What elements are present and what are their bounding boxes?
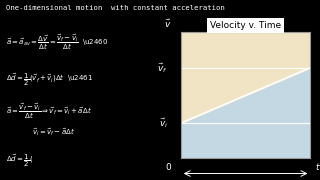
Text: $\vec{v}_i = \vec{v}_f - \vec{a}\Delta t$: $\vec{v}_i = \vec{v}_f - \vec{a}\Delta t…: [32, 126, 75, 138]
Text: $\vec{v}$: $\vec{v}$: [164, 18, 172, 30]
Text: $\vec{a} = \dfrac{\vec{v}_f - \vec{v}_i}{\Delta t}$$\Rightarrow \vec{v}_f = \vec: $\vec{a} = \dfrac{\vec{v}_f - \vec{v}_i}…: [6, 101, 92, 121]
Text: $\vec{v}_f$: $\vec{v}_f$: [157, 61, 168, 75]
Text: t: t: [316, 163, 319, 172]
Text: $\Delta\vec{d} = \dfrac{1}{2}($: $\Delta\vec{d} = \dfrac{1}{2}($: [6, 153, 34, 169]
Text: $\vec{a} = \vec{a}_{av} = \dfrac{\Delta\vec{v}}{\Delta t} = \dfrac{\vec{v}_f - \: $\vec{a} = \vec{a}_{av} = \dfrac{\Delta\…: [6, 32, 109, 52]
Text: One-dimensional motion  with constant acceleration: One-dimensional motion with constant acc…: [6, 5, 225, 11]
Title: Velocity v. Time: Velocity v. Time: [210, 21, 281, 30]
Text: $\Delta\vec{d} = \dfrac{1}{2}\left(\vec{v}_f + \vec{v}_i\right)\Delta t$  \u2461: $\Delta\vec{d} = \dfrac{1}{2}\left(\vec{…: [6, 72, 93, 88]
Text: 0: 0: [165, 163, 171, 172]
Text: $\vec{v}_i$: $\vec{v}_i$: [159, 116, 168, 130]
